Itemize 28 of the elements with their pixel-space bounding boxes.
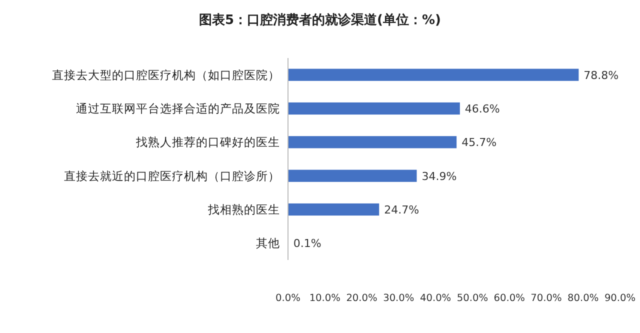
- data-label: 78.8%: [584, 68, 619, 82]
- x-tick-label: 50.0%: [456, 293, 488, 304]
- y-tick-label: 通过互联网平台选择合适的产品及医院: [76, 102, 280, 116]
- y-tick-label: 其他: [256, 236, 280, 250]
- x-tick-label: 70.0%: [530, 293, 562, 304]
- data-label: 0.1%: [293, 237, 322, 250]
- y-tick-label: 直接去就近的口腔医疗机构（口腔诊所）: [64, 168, 280, 183]
- bar: [288, 68, 579, 81]
- x-tick-label: 10.0%: [309, 293, 340, 304]
- bar: [288, 203, 380, 216]
- chart-title: 图表5：口腔消费者的就诊渠道(单位：%): [199, 12, 441, 28]
- y-tick-label: 找相熟的医生: [207, 202, 280, 216]
- x-tick-label: 30.0%: [383, 293, 414, 304]
- y-tick-label: 直接去大型的口腔医疗机构（如口腔医院）: [52, 68, 280, 82]
- y-tick-label: 找熟人推荐的口碑好的医生: [135, 135, 280, 150]
- data-label: 34.9%: [422, 170, 457, 183]
- x-tick-label: 40.0%: [420, 293, 452, 304]
- bar: [288, 170, 417, 182]
- x-tick-label: 60.0%: [494, 293, 525, 304]
- data-label: 45.7%: [462, 136, 497, 150]
- x-tick-label: 0.0%: [276, 293, 300, 304]
- bar: [288, 136, 457, 148]
- bar: [288, 102, 460, 115]
- x-tick-label: 80.0%: [568, 293, 599, 304]
- data-label: 46.6%: [464, 102, 500, 116]
- x-tick-label: 20.0%: [346, 293, 378, 304]
- x-tick-label: 90.0%: [604, 293, 636, 304]
- data-label: 24.7%: [384, 204, 420, 216]
